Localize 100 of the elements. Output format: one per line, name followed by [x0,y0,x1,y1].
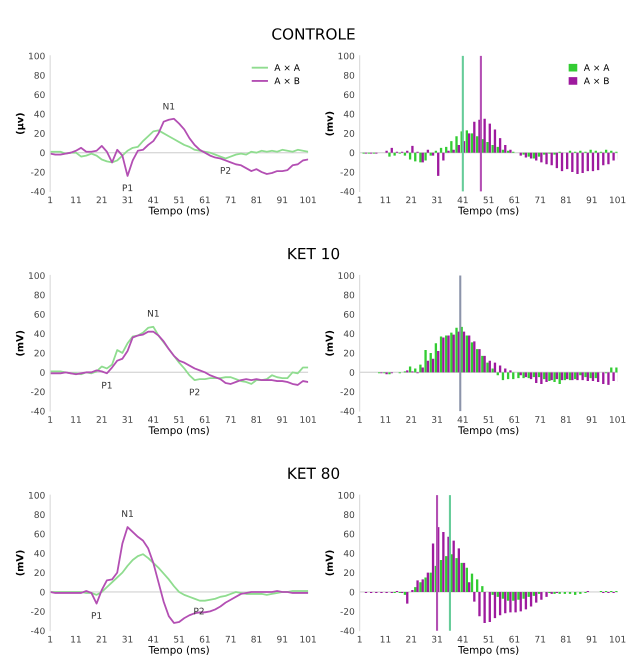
bar [437,351,440,372]
x-tick-label: 61 [509,636,520,643]
x-tick-label: 21 [406,196,416,204]
bar [460,562,463,592]
annotation: P2 [190,388,200,396]
bar [540,372,543,384]
y-tick-label: 40 [344,110,354,118]
x-tick-label: 41 [458,636,468,642]
bar [586,372,589,382]
bar [506,592,510,601]
x-tick-label: 91 [277,196,288,204]
bar [566,372,568,380]
x-tick-label: 101 [610,636,626,643]
bar [491,368,494,372]
y-tick-label: -20 [30,388,45,396]
y-axis-title: (mV) [16,330,25,356]
x-tick-label: 1 [358,636,362,642]
bar [476,136,478,153]
bar [430,152,432,156]
bar [476,349,478,372]
bar [458,548,460,592]
x-axis-title: Tempo (ms) [148,646,209,656]
x-tick-label: 31 [122,416,132,423]
y-tick-label: -40 [30,627,45,634]
bar [571,372,574,380]
bar [612,152,615,160]
x-tick-label: 1 [358,416,362,423]
bar [445,556,448,592]
bar [532,372,536,378]
bar [524,152,528,158]
y-axis-title: (mV) [325,330,334,356]
annotation: N1 [163,102,174,110]
x-tick-label: 91 [586,636,597,643]
bar [498,592,502,616]
bar [442,152,445,160]
x-tick-label: 61 [509,416,520,423]
x-tick-label: 31 [432,636,442,643]
bar [393,152,396,156]
x-tick-label: 31 [122,196,132,204]
y-tick-label: 100 [29,272,45,280]
x-axis-title: Tempo (ms) [148,206,209,216]
x-tick-label: 81 [560,636,571,643]
x-tick-label: 41 [148,416,158,423]
bar [540,152,543,162]
bar [532,152,536,158]
bar [430,352,432,372]
x-tick-label: 71 [226,636,236,642]
x-tick-label: 91 [586,196,597,204]
x-tick-label: 101 [300,636,316,643]
bar [426,360,430,372]
bar [422,367,424,372]
y-tick-label: 80 [34,511,45,518]
annotation: P1 [92,612,102,619]
legend-label: A × A [274,64,300,71]
y-tick-label: 0 [40,369,45,376]
x-tick-label: 91 [586,416,597,423]
bar [604,150,608,153]
y-tick-label: 40 [344,550,354,557]
x-tick-label: 1 [48,416,52,423]
bar [390,148,393,153]
bar [512,372,514,380]
annotation: N1 [122,510,133,517]
bar [528,152,530,157]
legend-label: A × A [584,64,610,71]
y-tick-label: 0 [40,149,45,156]
x-tick-label: 51 [484,196,494,204]
y-tick-label: -40 [30,408,45,415]
chart-title: CONTROLE [272,28,355,40]
x-tick-label: 91 [277,416,288,423]
bar [589,150,592,153]
bar [406,592,408,604]
bar [496,592,499,597]
x-tick-label: 1 [48,636,52,642]
bar [610,367,612,372]
line-series [50,553,308,602]
annotation: P1 [122,184,132,192]
bar [528,372,530,378]
bar [468,133,470,153]
bar [498,138,502,153]
y-axis-title: (µv) [16,113,26,134]
y-tick-label: 0 [350,369,354,376]
x-tick-label: 91 [277,636,288,643]
bar [579,372,582,376]
y-tick-label: 0 [350,588,354,596]
y-tick-label: -20 [340,168,354,176]
bar [450,332,453,372]
chart-title: KET 80 [288,467,340,480]
x-axis-title: Tempo (ms) [458,206,518,216]
bar [581,152,584,174]
y-tick-label: 80 [34,72,45,79]
bar [496,146,499,153]
bar [491,592,494,595]
bar [488,124,491,153]
y-tick-label: 60 [344,310,354,318]
y-tick-label: 60 [344,530,354,538]
bar [589,372,592,378]
bar [452,334,455,372]
bar [466,336,468,372]
bar [535,592,538,603]
y-tick-label: 100 [29,52,45,60]
